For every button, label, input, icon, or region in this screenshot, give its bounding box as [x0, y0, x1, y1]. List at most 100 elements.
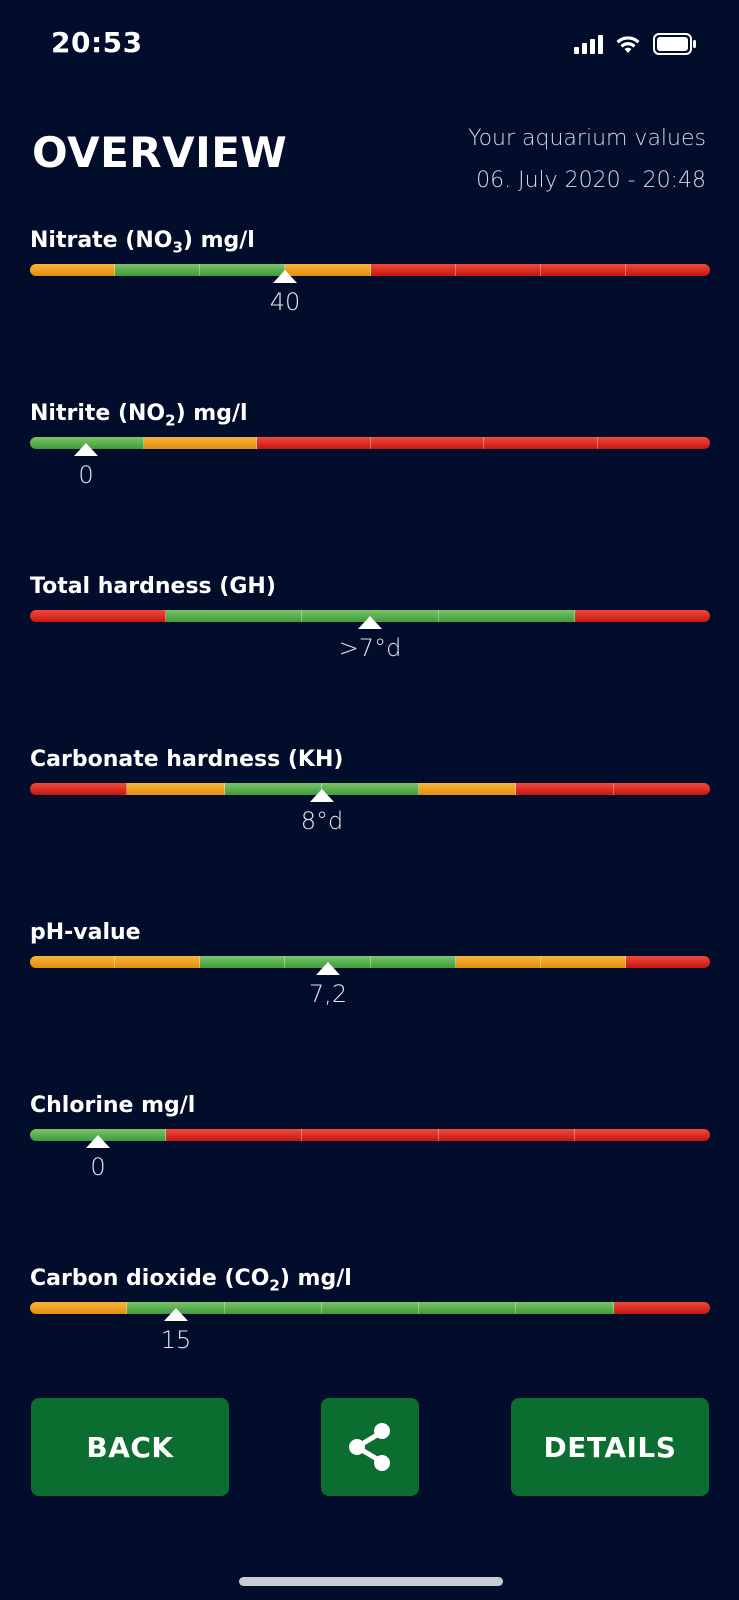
parameter-list: Nitrate (NO3) mg/l 40 Nitrite (NO2) mg/l 0 T…: [30, 228, 710, 1439]
parameter-label-text: Total hardness (GH): [30, 574, 276, 599]
parameter-label-text: Chlorine mg/l: [30, 1093, 196, 1118]
status-icons: [574, 33, 697, 55]
parameter-row: pH-value 7,2: [30, 920, 710, 1093]
value-marker-icon: [316, 962, 340, 975]
scale-segment-orange: [455, 956, 541, 968]
scale-segment-red: [613, 783, 710, 795]
scale-segment-red: [613, 1302, 710, 1314]
value-marker-icon: [273, 270, 297, 283]
header-subtitle: Your aquarium values: [468, 126, 706, 151]
value-marker-icon: [86, 1135, 110, 1148]
parameter-value: 7,2: [308, 980, 348, 1008]
scale-segment-green: [516, 1302, 614, 1314]
value-marker-icon: [164, 1308, 188, 1321]
scale-segment-green: [370, 956, 456, 968]
measurement-datetime: 06. July 2020 - 20:48: [476, 168, 706, 193]
status-bar: 20:53: [0, 0, 739, 90]
parameter-label-text: pH-value: [30, 920, 141, 945]
scale-segment-green: [115, 264, 201, 276]
parameter-row: Total hardness (GH) >7°d: [30, 574, 710, 747]
scale-segment-orange: [127, 783, 225, 795]
parameter-row: Nitrate (NO3) mg/l 40: [30, 228, 710, 401]
parameter-label-text: Nitrite (NO: [30, 401, 166, 426]
scale-segment-orange: [540, 956, 626, 968]
parameter-scale-bar: [30, 1129, 710, 1141]
parameter-value: 0: [78, 461, 94, 489]
scale-segment-red: [257, 437, 371, 449]
parameter-label-unit: ) mg/l: [279, 1266, 352, 1291]
scale-segment-orange: [30, 264, 116, 276]
parameter-label-unit: ) mg/l: [175, 401, 248, 426]
parameter-label-text: Nitrate (NO: [30, 228, 173, 253]
parameter-scale-bar: [30, 1302, 710, 1314]
scale-segment-red: [540, 264, 626, 276]
home-indicator[interactable]: [239, 1577, 503, 1586]
scale-segment-red: [438, 1129, 575, 1141]
share-icon: [349, 1423, 390, 1471]
parameter-row: Nitrite (NO2) mg/l 0: [30, 401, 710, 574]
details-button[interactable]: DETAILS: [511, 1398, 709, 1496]
battery-icon: [653, 33, 696, 55]
scale-segment-orange: [115, 956, 201, 968]
scale-segment-red: [455, 264, 541, 276]
parameter-label: Carbon dioxide (CO2) mg/l: [30, 1266, 352, 1294]
value-marker-icon: [358, 616, 382, 629]
scale-segment-red: [625, 264, 710, 276]
scale-segment-orange: [143, 437, 257, 449]
scale-segment-red: [484, 437, 598, 449]
scale-segment-green: [438, 610, 575, 622]
parameter-label-text: Carbon dioxide (CO: [30, 1266, 270, 1291]
parameter-label-text: Carbonate hardness (KH): [30, 747, 344, 772]
parameter-value: 0: [90, 1153, 106, 1181]
parameter-scale-bar: [30, 264, 710, 276]
parameter-label-subscript: 2: [165, 411, 176, 430]
scale-segment-red: [597, 437, 710, 449]
scale-segment-red: [302, 1129, 439, 1141]
parameter-label: Total hardness (GH): [30, 574, 276, 599]
value-marker-icon: [310, 789, 334, 802]
scale-segment-green: [419, 1302, 517, 1314]
scale-segment-red: [30, 610, 167, 622]
scale-segment-red: [30, 783, 128, 795]
scale-segment-red: [516, 783, 614, 795]
scale-segment-red: [625, 956, 710, 968]
scale-segment-red: [166, 1129, 303, 1141]
scale-segment-red: [574, 1129, 710, 1141]
parameter-scale-bar: [30, 956, 710, 968]
cellular-signal-icon: [574, 34, 603, 54]
parameter-label-subscript: 3: [172, 238, 183, 257]
parameter-label: Chlorine mg/l: [30, 1093, 195, 1118]
parameter-label: pH-value: [30, 920, 141, 945]
scale-segment-green: [224, 1302, 322, 1314]
parameter-value: 40: [269, 288, 301, 316]
share-button[interactable]: [321, 1398, 419, 1496]
wifi-icon: [616, 36, 640, 53]
scale-segment-orange: [30, 1302, 128, 1314]
parameter-row: Chlorine mg/l 0: [30, 1093, 710, 1266]
parameter-label-subscript: 2: [269, 1276, 280, 1295]
scale-segment-green: [321, 783, 420, 795]
parameter-label-unit: ) mg/l: [182, 228, 255, 253]
scale-segment-green: [321, 1302, 420, 1314]
scale-segment-green: [166, 610, 303, 622]
scale-segment-red: [370, 437, 484, 449]
page-title: OVERVIEW: [32, 128, 288, 177]
parameter-scale-bar: [30, 437, 710, 449]
parameter-label: Nitrate (NO3) mg/l: [30, 228, 255, 256]
scale-segment-orange: [285, 264, 371, 276]
scale-segment-orange: [419, 783, 517, 795]
scale-segment-red: [370, 264, 456, 276]
parameter-value: 8°d: [300, 807, 344, 835]
header-info: Your aquarium values 06. July 2020 - 20:…: [468, 118, 706, 202]
parameter-value: >7°d: [338, 634, 402, 662]
parameter-value: 15: [160, 1326, 192, 1354]
status-time: 20:53: [51, 26, 143, 59]
parameter-scale-bar: [30, 783, 710, 795]
back-button[interactable]: BACK: [31, 1398, 229, 1496]
parameter-label: Nitrite (NO2) mg/l: [30, 401, 248, 429]
parameter-scale-bar: [30, 610, 710, 622]
scale-segment-orange: [30, 956, 116, 968]
scale-segment-green: [224, 783, 322, 795]
value-marker-icon: [74, 443, 98, 456]
parameter-row: Carbon dioxide (CO2) mg/l 15: [30, 1266, 710, 1439]
